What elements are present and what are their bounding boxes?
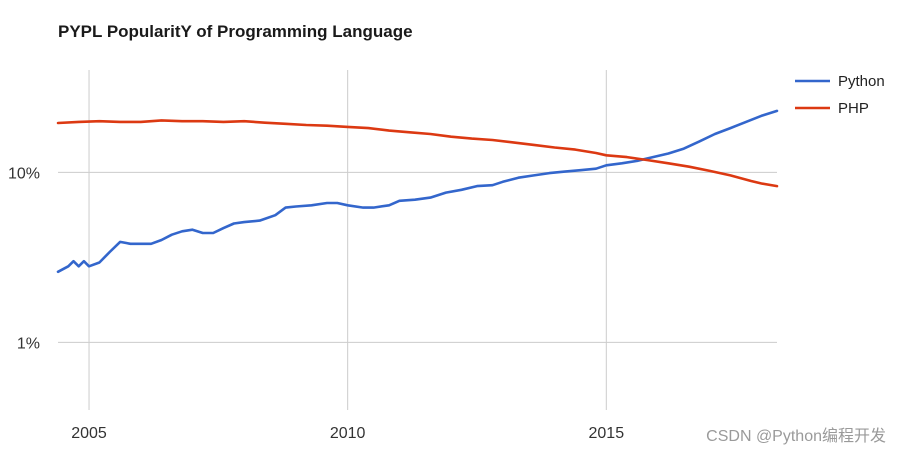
chart-title: PYPL PopularitY of Programming Language (58, 22, 413, 41)
grid-lines (58, 70, 777, 410)
x-tick-label-2010: 2010 (330, 425, 366, 442)
legend-label-php: PHP (838, 100, 869, 117)
x-tick-label-2005: 2005 (71, 425, 107, 442)
series-line-php (56, 119, 779, 188)
watermark: CSDN @Python编程开发 (706, 428, 886, 445)
legend: Python PHP (795, 73, 885, 117)
y-tick-label-10%: 10% (8, 165, 40, 182)
x-tick-label-2015: 2015 (589, 425, 625, 442)
y-tick-label-1%: 1% (17, 335, 40, 352)
series-lines (56, 109, 779, 274)
axis-tick-labels: 2005 2010 2015 1% 10% (8, 165, 624, 442)
legend-label-python: Python (838, 73, 885, 90)
series-line-python (56, 109, 779, 274)
